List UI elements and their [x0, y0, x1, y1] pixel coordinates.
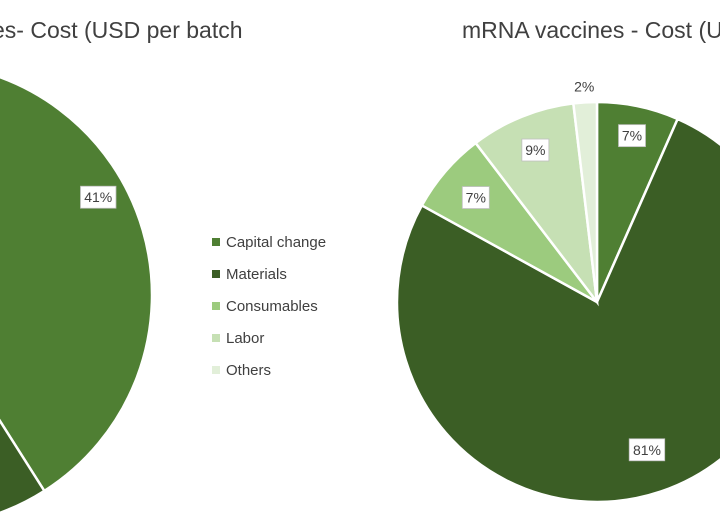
left-chart-title: es- Cost (USD per batch — [0, 17, 243, 43]
right-pie-slice-labor — [473, 102, 599, 307]
legend-label: Materials — [226, 265, 287, 283]
legend-label: Consumables — [226, 297, 318, 315]
legend-swatch — [212, 302, 220, 310]
legend-item-labor: Labor — [212, 322, 352, 354]
legend-item-capital-change: Capital change — [212, 226, 352, 258]
right-chart-title: mRNA vaccines - Cost (U — [462, 17, 720, 43]
legend-label: Capital change — [226, 233, 327, 251]
legend: Capital change Materials Consumables Lab… — [212, 226, 352, 386]
right-data-label-box-labor — [521, 138, 550, 162]
right-data-label-consumables: 7% — [466, 190, 486, 206]
right-data-label-labor: 9% — [525, 142, 545, 158]
right-pie-slice-materials — [395, 117, 720, 504]
legend-label: Labor — [226, 329, 265, 347]
left-pie-slice-materials — [0, 418, 47, 515]
legend-swatch — [212, 238, 220, 246]
right-data-label-box-capital-change — [618, 124, 646, 148]
left-data-label-capital-change: 41% — [84, 189, 112, 205]
legend-swatch — [212, 366, 220, 374]
legend-item-consumables: Consumables — [212, 290, 352, 322]
legend-swatch — [212, 270, 220, 278]
legend-swatch — [212, 334, 220, 342]
right-data-label-box-consumables — [461, 186, 490, 209]
legend-item-others: Others — [212, 354, 352, 386]
left-data-label-box-capital-change — [80, 185, 117, 209]
left-pie-slice-capital-change — [0, 75, 154, 493]
legend-label: Others — [226, 361, 272, 379]
right-pie-slice-others — [571, 100, 599, 303]
right-data-label-box-materials — [628, 438, 666, 462]
legend-item-materials: Materials — [212, 258, 352, 290]
right-data-label-others: 2% — [574, 78, 594, 94]
right-data-label-materials: 81% — [633, 442, 661, 458]
right-data-label-capital-change: 7% — [622, 128, 642, 144]
